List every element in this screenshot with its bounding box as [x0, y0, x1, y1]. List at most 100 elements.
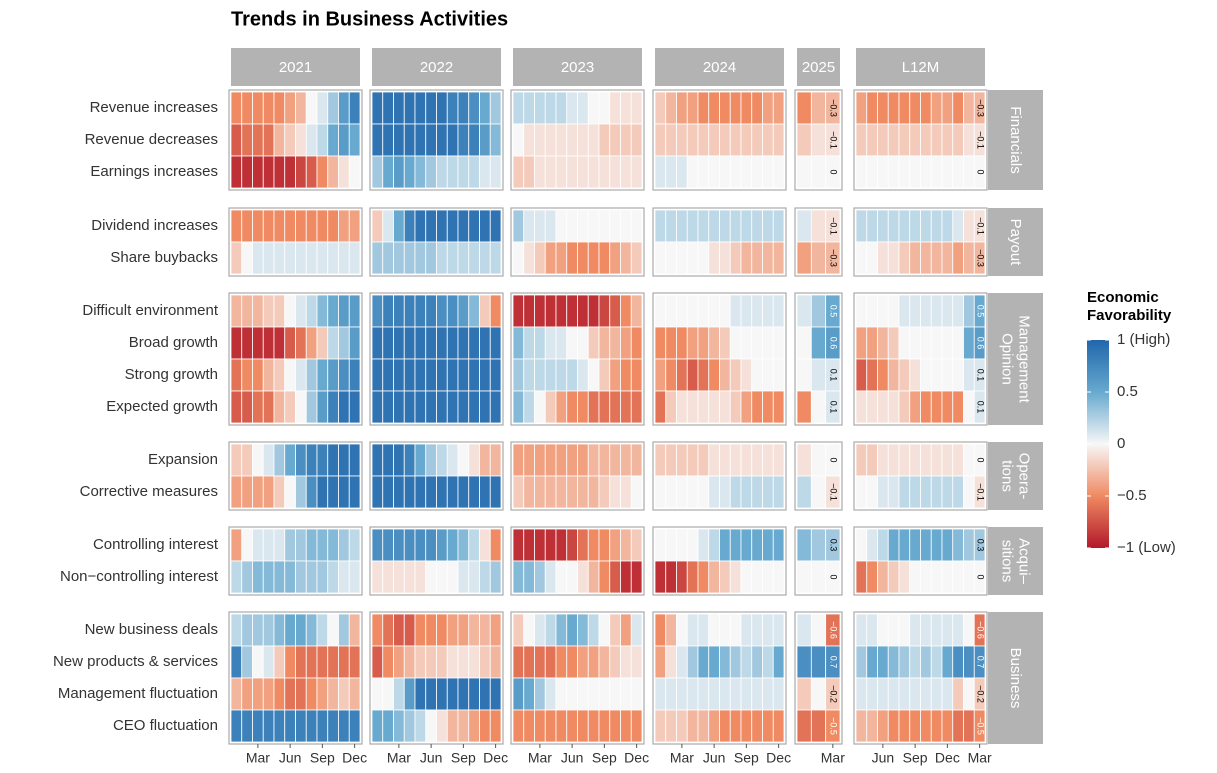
heatmap-cell [544, 443, 557, 477]
heatmap-cell [393, 528, 405, 562]
heatmap-cell [598, 294, 611, 328]
heatmap-cell [479, 443, 491, 477]
heatmap-cell [457, 91, 470, 125]
heatmap-cell [262, 155, 275, 189]
heatmap-cell [810, 443, 827, 477]
heatmap-cell [930, 475, 943, 509]
heatmap-cell [930, 443, 943, 477]
heatmap-cell [609, 645, 621, 679]
heatmap-cell [676, 155, 688, 189]
heatmap-cell [810, 390, 827, 424]
heatmap-cell [382, 390, 394, 424]
heatmap-cell [403, 677, 416, 711]
heatmap-cell [273, 326, 286, 360]
heatmap-cell [273, 560, 286, 594]
heatmap-cell [751, 123, 763, 157]
row-strip [988, 442, 1043, 510]
panel-border [652, 526, 787, 596]
heatmap-cell [665, 528, 677, 562]
heatmap-cell [941, 677, 954, 711]
heatmap-cell [393, 677, 405, 711]
heatmap-cell [909, 358, 921, 392]
heatmap-cell [393, 560, 405, 594]
heatmap-cell [544, 155, 557, 189]
heatmap-cell [316, 528, 329, 562]
heatmap-cell [338, 326, 350, 360]
heatmap-cell [284, 475, 296, 509]
heatmap-cell [534, 241, 546, 275]
heatmap-cell [393, 241, 405, 275]
heatmap-cell [566, 358, 578, 392]
row-label: New business deals [85, 621, 218, 638]
heatmap-cell [403, 709, 416, 743]
heatmap-cell [587, 123, 600, 157]
heatmap-cell [719, 645, 731, 679]
heatmap-cell [598, 560, 611, 594]
row-strip-label: Payout [1007, 219, 1024, 267]
row-label: Strong growth [125, 366, 218, 383]
panel-border [369, 441, 504, 511]
heatmap-cell [414, 326, 427, 360]
heatmap-cell [252, 155, 264, 189]
heatmap-cell [479, 209, 491, 243]
heatmap-cell [512, 528, 525, 562]
heatmap-cell [898, 294, 911, 328]
heatmap-cell [676, 645, 688, 679]
heatmap-cell [930, 326, 943, 360]
heatmap-cell [630, 241, 643, 275]
heatmap-cell [566, 528, 578, 562]
heatmap-cell [446, 528, 459, 562]
panel-border [794, 207, 843, 277]
legend-tick-label: −0.5 [1117, 487, 1147, 504]
heatmap-cell [665, 326, 677, 360]
column-strip-label: 2022 [420, 59, 453, 76]
heatmap-cell [262, 123, 275, 157]
heatmap-cell [512, 390, 525, 424]
heatmap-cell [457, 677, 470, 711]
heatmap-cell [457, 645, 470, 679]
heatmap-cell [866, 294, 878, 328]
heatmap-cell [719, 326, 731, 360]
heatmap-cell [327, 443, 339, 477]
heatmap-cell [555, 390, 568, 424]
heatmap-cell [909, 123, 921, 157]
heatmap-cell [262, 645, 275, 679]
heatmap-cell [457, 155, 470, 189]
value-label: 0 [975, 457, 985, 462]
heatmap-cell [796, 358, 812, 392]
heatmap-cell [941, 528, 954, 562]
heatmap-cell [446, 358, 459, 392]
heatmap-cell [252, 326, 264, 360]
heatmap-cell [654, 91, 667, 125]
heatmap-cell [796, 326, 812, 360]
heatmap-cell [489, 123, 502, 157]
heatmap-cell [371, 91, 384, 125]
heatmap-cell [796, 613, 812, 647]
heatmap-cell [620, 91, 632, 125]
heatmap-cell [577, 709, 589, 743]
heatmap-cell [544, 645, 557, 679]
heatmap-cell [676, 326, 688, 360]
heatmap-cell [262, 358, 275, 392]
heatmap-cell [587, 560, 600, 594]
heatmap-cell [512, 677, 525, 711]
heatmap-cell [403, 294, 416, 328]
heatmap-cell [796, 209, 812, 243]
heatmap-cell [729, 560, 742, 594]
heatmap-cell [371, 645, 384, 679]
heatmap-cell [327, 560, 339, 594]
panel-border [228, 292, 363, 426]
heatmap-cell [577, 390, 589, 424]
heatmap-cell [403, 326, 416, 360]
heatmap-cell [708, 390, 720, 424]
heatmap-cell [241, 91, 253, 125]
heatmap-cell [609, 294, 621, 328]
heatmap-cell [555, 443, 568, 477]
value-label: 0.3 [975, 539, 985, 552]
heatmap-cell [489, 560, 502, 594]
heatmap-cell [316, 709, 329, 743]
heatmap-cell [654, 326, 667, 360]
heatmap-cell [393, 645, 405, 679]
heatmap-cell [630, 528, 643, 562]
heatmap-cell [920, 528, 932, 562]
